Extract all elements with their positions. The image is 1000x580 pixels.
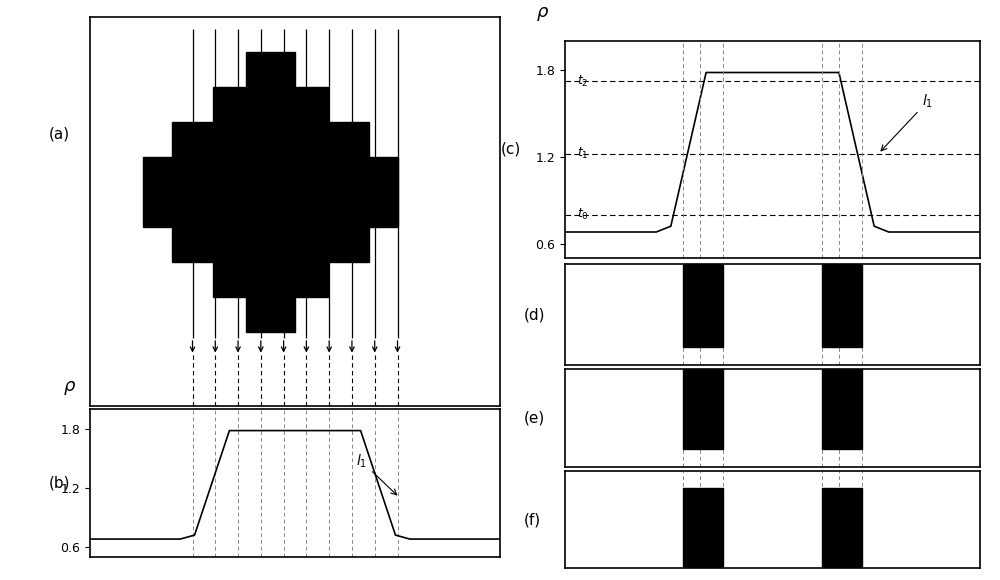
Bar xyxy=(246,297,295,332)
Bar xyxy=(143,157,398,193)
Bar xyxy=(172,122,369,157)
Text: $t_0$: $t_0$ xyxy=(577,207,589,222)
Text: (c): (c) xyxy=(501,142,521,157)
Text: $t_2$: $t_2$ xyxy=(577,74,589,89)
Text: $\rho$: $\rho$ xyxy=(63,379,77,397)
Bar xyxy=(246,52,295,88)
Bar xyxy=(822,488,862,568)
Bar xyxy=(213,262,328,297)
Bar xyxy=(683,264,723,347)
Text: $\rho$: $\rho$ xyxy=(536,5,549,23)
Text: $l_1$: $l_1$ xyxy=(356,453,397,495)
Text: (f): (f) xyxy=(524,512,541,527)
Text: $t_1$: $t_1$ xyxy=(577,146,589,161)
Text: $l_1$: $l_1$ xyxy=(881,93,933,151)
Bar xyxy=(683,488,723,568)
Text: (e): (e) xyxy=(524,411,545,426)
Bar xyxy=(143,193,398,227)
Bar xyxy=(172,227,369,262)
Bar xyxy=(683,369,723,450)
Text: (a): (a) xyxy=(49,126,70,142)
Text: (d): (d) xyxy=(524,307,545,322)
Bar xyxy=(822,369,862,450)
Bar xyxy=(822,264,862,347)
Text: (b): (b) xyxy=(49,476,70,490)
Bar xyxy=(213,88,328,122)
